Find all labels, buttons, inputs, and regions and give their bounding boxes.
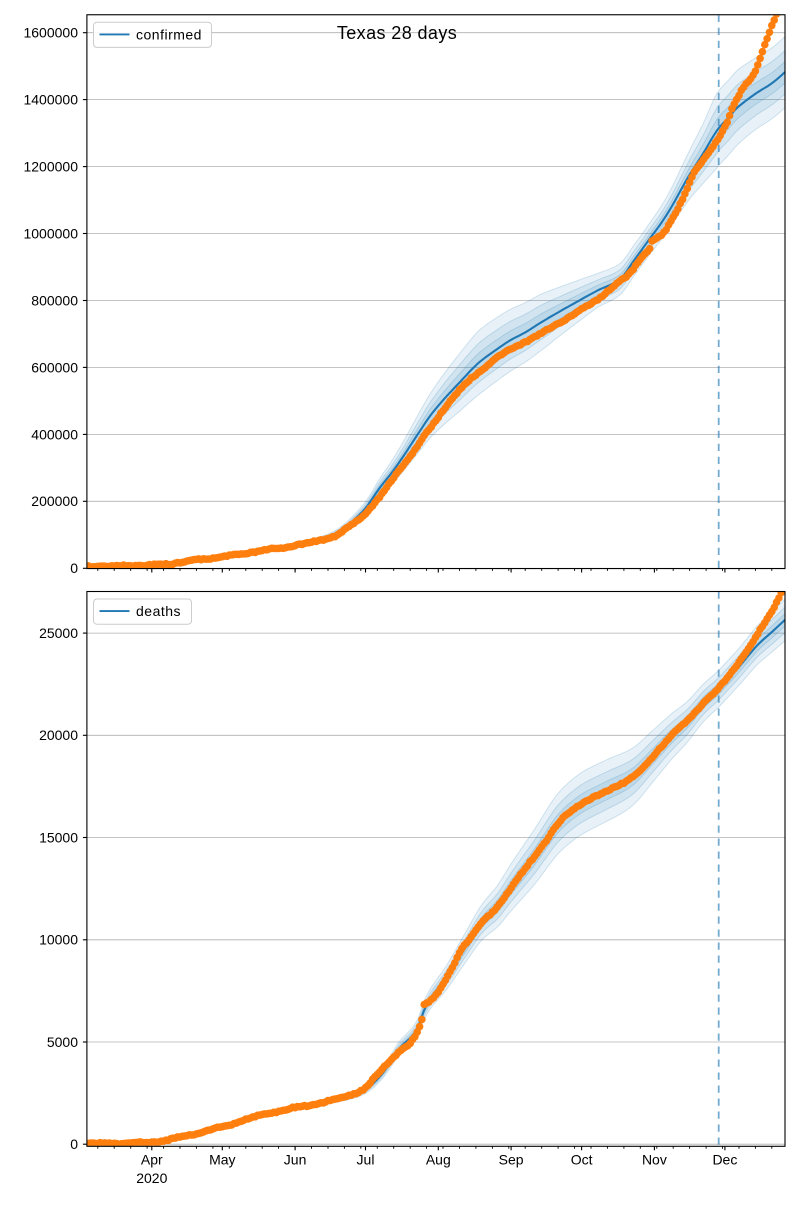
svg-text:Jul: Jul [357,1151,375,1167]
svg-text:Nov: Nov [642,1151,667,1167]
svg-text:0: 0 [70,1136,78,1152]
svg-text:5000: 5000 [47,1034,78,1050]
svg-text:800000: 800000 [31,292,78,308]
svg-text:Dec: Dec [712,1151,737,1167]
svg-text:confirmed: confirmed [136,26,202,42]
svg-text:1400000: 1400000 [23,92,78,108]
svg-text:Sep: Sep [499,1151,524,1167]
svg-text:10000: 10000 [39,932,78,948]
svg-text:25000: 25000 [39,625,78,641]
svg-text:Texas 28 days: Texas 28 days [337,23,457,43]
svg-text:15000: 15000 [39,829,78,845]
svg-text:1600000: 1600000 [23,25,78,41]
svg-text:1000000: 1000000 [23,225,78,241]
svg-text:20000: 20000 [39,727,78,743]
svg-text:0: 0 [70,560,78,576]
svg-text:200000: 200000 [31,493,78,509]
svg-text:Jun: Jun [284,1151,307,1167]
svg-text:deaths: deaths [136,603,181,619]
svg-text:Apr: Apr [141,1151,163,1167]
svg-text:May: May [209,1151,235,1167]
svg-text:Oct: Oct [571,1151,593,1167]
svg-text:1200000: 1200000 [23,159,78,175]
svg-text:2020: 2020 [136,1170,167,1186]
svg-text:Aug: Aug [426,1151,451,1167]
svg-text:400000: 400000 [31,426,78,442]
svg-text:600000: 600000 [31,359,78,375]
